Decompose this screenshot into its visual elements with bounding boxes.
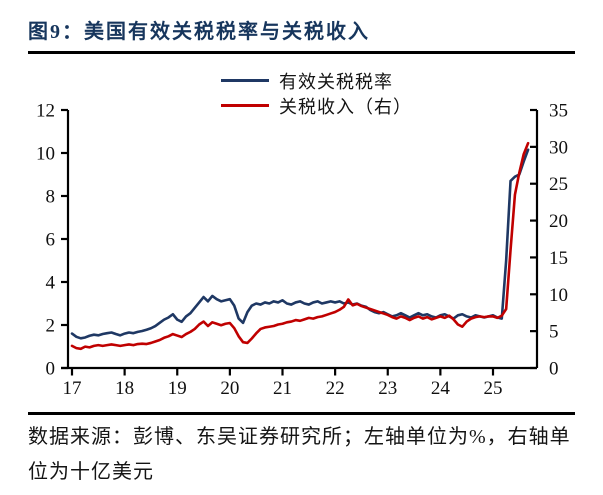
figure-title: 图9：美国有效关税税率与关税收入	[28, 21, 370, 43]
x-axis-tick-label: 22	[326, 378, 345, 399]
x-axis-tick-label: 18	[115, 378, 134, 399]
left-axis-tick-label: 0	[46, 359, 56, 380]
x-axis-tick-label: 23	[378, 378, 397, 399]
right-axis-tick-label: 0	[549, 359, 559, 380]
x-axis-tick-label: 20	[220, 378, 239, 399]
left-axis-tick-label: 8	[46, 187, 56, 208]
right-axis-tick-label: 35	[549, 101, 568, 122]
x-axis-tick-label: 25	[484, 378, 503, 399]
legend: 有效关税税率 关税收入（右）	[221, 68, 412, 118]
legend-label-tariff-rate: 有效关税税率	[279, 71, 393, 92]
legend-label-tariff-revenue: 关税收入（右）	[279, 96, 412, 117]
right-axis-tick-label: 5	[549, 322, 559, 343]
legend-item-tariff-rate: 有效关税税率	[221, 68, 412, 93]
x-axis-tick-label: 19	[168, 378, 187, 399]
left-axis-tick-label: 2	[46, 316, 56, 337]
legend-line-red	[221, 104, 269, 107]
left-axis-tick-label: 4	[46, 273, 56, 294]
right-axis-tick-label: 15	[549, 248, 568, 269]
right-axis-tick-label: 10	[549, 285, 568, 306]
x-axis-tick-label: 21	[273, 378, 292, 399]
legend-line-blue	[221, 79, 269, 82]
x-axis-tick-label: 17	[63, 378, 82, 399]
series-line-tariff-revenue	[70, 141, 530, 351]
right-axis-tick-label: 30	[549, 137, 568, 158]
left-axis-tick-label: 6	[46, 230, 56, 251]
footer-divider-rule	[28, 412, 575, 415]
series-line-effective-tariff-rate	[70, 148, 530, 340]
x-axis-tick-label: 24	[431, 378, 451, 399]
right-axis-tick-label: 25	[549, 174, 568, 195]
data-source-note: 数据来源：彭博、东吴证券研究所；左轴单位为%，右轴单位为十亿美元	[28, 426, 571, 483]
left-axis-tick-label: 10	[36, 144, 55, 165]
left-axis-tick-label: 12	[36, 101, 55, 122]
title-divider-rule	[28, 51, 575, 54]
legend-item-tariff-revenue: 关税收入（右）	[221, 93, 412, 118]
right-axis-tick-label: 20	[549, 211, 568, 232]
